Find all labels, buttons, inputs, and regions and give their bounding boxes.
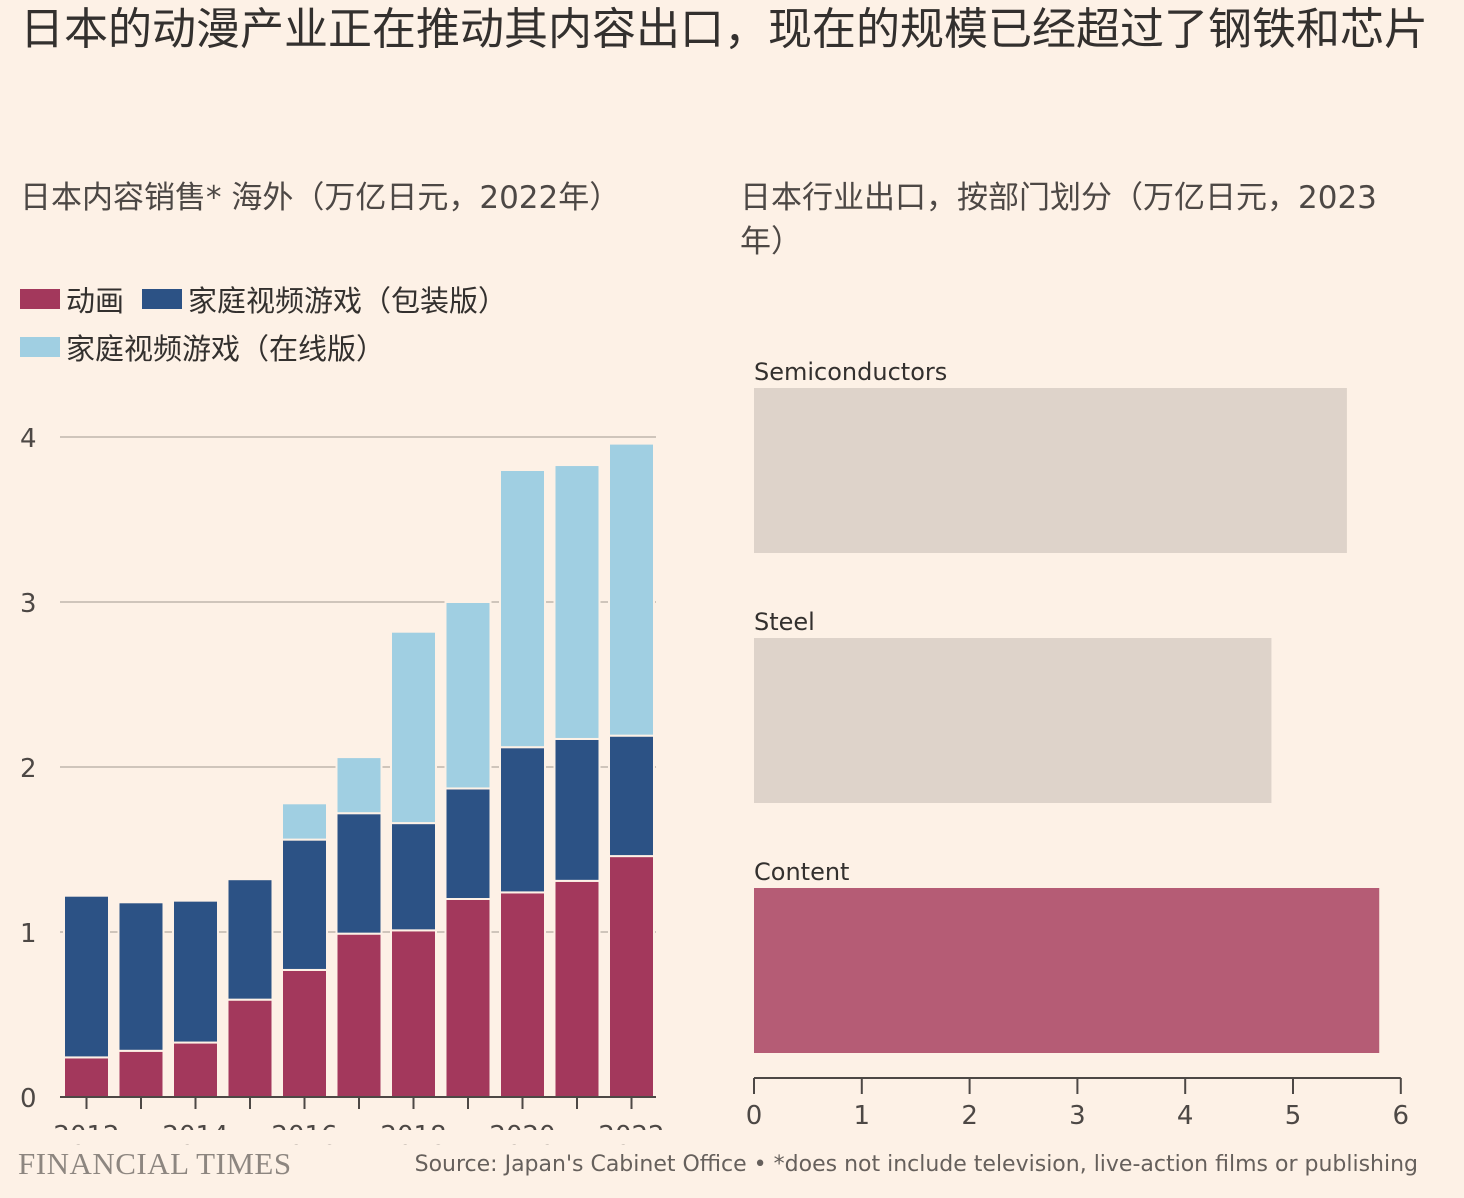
legend: 动画 家庭视频游戏（包装版） 家庭视频游戏（在线版）	[20, 278, 700, 368]
y-tick-label: 3	[20, 589, 37, 619]
bar-segment	[281, 802, 328, 841]
bar-segment	[608, 442, 655, 737]
bar-segment	[63, 894, 110, 1059]
label-clip-mask	[0, 1130, 700, 1144]
bar-segment	[63, 1056, 110, 1099]
x-tick-label: 2	[961, 1101, 978, 1131]
legend-swatch-animation	[20, 289, 60, 309]
bar-segment	[226, 878, 274, 1001]
legend-item-animation: 动画	[20, 278, 124, 320]
horizontal-bar-chart: Semiconductors Steel Content 0 1 2 3 4 5 6	[746, 358, 1409, 1131]
bar-segment	[335, 812, 383, 935]
bar-segment	[390, 630, 437, 825]
bar-segment	[117, 901, 165, 1052]
y-tick-label: 1	[20, 919, 37, 949]
x-tick-label: 0	[746, 1101, 763, 1131]
bar-segment	[553, 737, 601, 882]
bar-segment	[553, 879, 601, 1098]
legend-swatch-online-games	[20, 337, 60, 357]
bar	[754, 888, 1380, 1053]
bar-segment	[281, 838, 328, 971]
x-tick-label: 1	[854, 1101, 871, 1131]
bar-segment	[608, 734, 655, 858]
headline: 日本的动漫产业正在推动其内容出口，现在的规模已经超过了钢铁和芯片	[20, 4, 1428, 55]
bar-segment	[172, 1041, 219, 1099]
legend-label-packaged-games: 家庭视频游戏（包装版）	[188, 284, 508, 318]
bar-segment	[608, 855, 655, 1098]
bar-category-label: Semiconductors	[754, 358, 947, 386]
bar-segment	[390, 822, 437, 932]
x-tick-label: 6	[1393, 1101, 1410, 1131]
bar	[754, 388, 1347, 553]
legend-label-animation: 动画	[66, 284, 125, 318]
bar	[754, 638, 1272, 803]
bar-segment	[499, 891, 546, 1099]
y-tick-label: 4	[20, 424, 37, 454]
left-chart-title: 日本内容销售* 海外（万亿日元，2022年）	[20, 180, 621, 216]
bar-segment	[444, 898, 492, 1098]
x-tick-label: 3	[1069, 1101, 1086, 1131]
bar-segment	[226, 998, 274, 1099]
legend-swatch-packaged-games	[142, 289, 183, 309]
legend-item-online-games: 家庭视频游戏（在线版）	[20, 326, 385, 368]
bar-category-label: Content	[754, 858, 849, 886]
bar-category-label: Steel	[754, 608, 815, 636]
x-tick-label: 5	[1285, 1101, 1302, 1131]
bar-segment	[444, 601, 492, 790]
legend-item-packaged-games: 家庭视频游戏（包装版）	[142, 278, 507, 320]
bar-segment	[553, 464, 601, 740]
bar-segment	[172, 899, 219, 1044]
x-tick-label: 4	[1177, 1101, 1194, 1131]
y-tick-label: 0	[20, 1084, 37, 1114]
bar-segment	[281, 968, 328, 1099]
stacked-bar-chart: 01234201220142016201820202022	[0, 424, 700, 1151]
ft-logo: FINANCIAL TIMES	[18, 1146, 292, 1181]
source-note: Source: Japan's Cabinet Office • *does n…	[414, 1152, 1418, 1177]
bar-segment	[335, 756, 383, 815]
legend-label-online-games: 家庭视频游戏（在线版）	[66, 332, 386, 366]
y-tick-label: 2	[20, 754, 37, 784]
bar-segment	[335, 932, 383, 1099]
bar-segment	[444, 787, 492, 901]
bar-segment	[499, 746, 546, 894]
right-chart-title: 日本行业出口，按部门划分（万亿日元，2023年）	[740, 180, 1377, 260]
bar-segment	[390, 929, 437, 1098]
bar-segment	[499, 469, 546, 749]
bar-segment	[117, 1049, 165, 1099]
